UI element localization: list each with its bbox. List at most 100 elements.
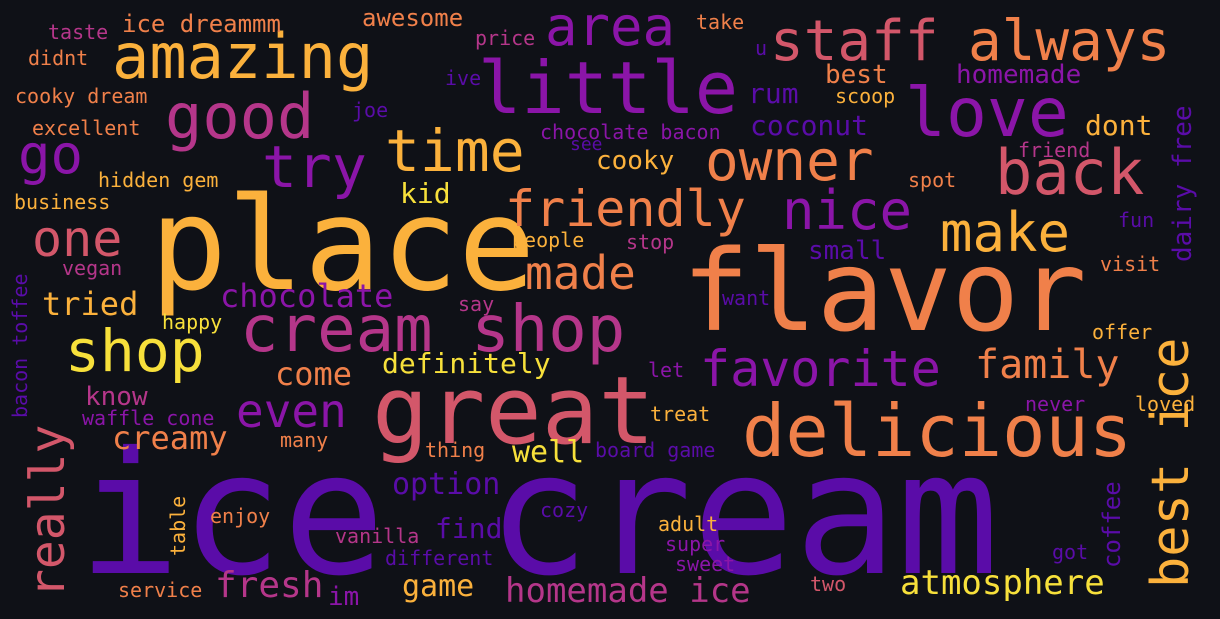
- word-game: game: [402, 569, 475, 604]
- word-visit: visit: [1100, 252, 1161, 276]
- word-best-ice: best ice: [1141, 337, 1201, 588]
- word-im: im: [328, 582, 360, 612]
- word-two: two: [810, 572, 847, 596]
- word-favorite: favorite: [700, 340, 941, 398]
- word-want: want: [722, 286, 771, 310]
- word-option: option: [392, 467, 501, 502]
- word-business: business: [14, 190, 111, 214]
- word-dont: dont: [1085, 109, 1153, 142]
- word-back: back: [995, 136, 1145, 209]
- word-shop: shop: [65, 317, 205, 385]
- word-vegan: vegan: [62, 256, 123, 280]
- word-flavor: flavor: [682, 227, 1087, 357]
- word-staff: staff: [770, 9, 939, 74]
- word-go: go: [18, 123, 84, 186]
- word-different: different: [385, 546, 494, 570]
- word-friendly: friendly: [505, 180, 746, 238]
- word-adult: adult: [658, 512, 719, 536]
- word-vanilla: vanilla: [335, 524, 420, 548]
- word-tried: tried: [42, 285, 139, 323]
- word-board-game: board game: [595, 438, 716, 462]
- word-area: area: [545, 0, 676, 58]
- word-know: know: [85, 382, 148, 412]
- word-say: say: [458, 292, 495, 316]
- word-ive: ive: [445, 66, 482, 90]
- word-joe: joe: [352, 98, 389, 122]
- word-delicious: delicious: [742, 389, 1133, 473]
- word-loved: loved: [1135, 392, 1196, 416]
- word-chocolate: chocolate: [220, 277, 394, 315]
- word-really: really: [20, 424, 76, 598]
- word-got: got: [1052, 540, 1089, 564]
- word-fun: fun: [1118, 208, 1155, 232]
- word-best: best: [825, 60, 888, 90]
- word-cozy: cozy: [540, 498, 589, 522]
- word-u: u: [755, 36, 768, 60]
- word-try: try: [262, 133, 367, 201]
- word-owner: owner: [705, 129, 874, 194]
- word-offer: offer: [1092, 320, 1153, 344]
- word-coconut: coconut: [750, 109, 869, 142]
- word-let: let: [648, 358, 685, 382]
- word-small: small: [808, 236, 887, 266]
- word-chocolate-bacon: chocolate bacon: [540, 120, 721, 144]
- word-see: see: [570, 134, 603, 155]
- word-people: people: [512, 228, 585, 252]
- word-take: take: [696, 10, 745, 34]
- word-homemade-ice: homemade ice: [505, 571, 751, 611]
- word-come: come: [275, 355, 353, 393]
- word-even: even: [236, 384, 347, 438]
- word-thing: thing: [425, 438, 486, 462]
- word-friend: friend: [1018, 138, 1091, 162]
- word-happy: happy: [162, 310, 223, 334]
- word-one: one: [32, 210, 123, 268]
- word-enjoy: enjoy: [210, 504, 271, 528]
- word-never: never: [1025, 392, 1086, 416]
- word-cooky: cooky: [596, 146, 675, 176]
- word-waffle-cone: waffle cone: [82, 406, 215, 430]
- word-rum: rum: [748, 77, 799, 110]
- word-super: super: [665, 532, 726, 556]
- word-spot: spot: [908, 168, 957, 192]
- word-scoop: scoop: [835, 84, 896, 108]
- word-awesome: awesome: [362, 4, 464, 32]
- word-hidden-gem: hidden gem: [98, 168, 219, 192]
- word-bacon-toffee: bacon toffee: [8, 273, 32, 419]
- word-little: little: [478, 46, 739, 130]
- word-ice-cream: ice cream: [78, 416, 1000, 614]
- word-well: well: [512, 435, 585, 470]
- word-make: make: [940, 201, 1071, 264]
- word-stop: stop: [626, 230, 675, 254]
- word-family: family: [975, 342, 1120, 388]
- word-atmosphere: atmosphere: [900, 563, 1105, 603]
- word-nice: nice: [782, 179, 913, 242]
- word-find: find: [435, 512, 503, 545]
- word-cooky-dream: cooky dream: [15, 84, 148, 108]
- word-time: time: [385, 117, 525, 185]
- word-definitely: definitely: [382, 347, 551, 380]
- word-taste: taste: [48, 20, 109, 44]
- word-homemade: homemade: [956, 60, 1082, 90]
- word-cream-shop: cream shop: [240, 293, 626, 367]
- word-dairy-free: dairy free: [1168, 105, 1198, 262]
- word-place: place: [150, 171, 536, 320]
- word-great: great: [372, 357, 655, 466]
- word-excellent: excellent: [32, 116, 141, 140]
- word-didnt: didnt: [28, 46, 89, 70]
- word-good: good: [165, 80, 315, 153]
- word-always: always: [968, 9, 1171, 74]
- word-many: many: [280, 428, 329, 452]
- word-love: love: [905, 74, 1069, 153]
- word-made: made: [525, 246, 636, 300]
- word-coffee: coffee: [1098, 481, 1126, 568]
- word-price: price: [475, 26, 536, 50]
- word-sweet: sweet: [675, 552, 736, 576]
- word-kid: kid: [400, 177, 451, 210]
- word-amazing: amazing: [112, 20, 374, 93]
- word-table: table: [166, 495, 190, 556]
- word-treat: treat: [650, 402, 711, 426]
- word-ice-dreammm: ice dreammm: [122, 10, 281, 38]
- word-service: service: [118, 578, 203, 602]
- word-fresh: fresh: [215, 565, 324, 606]
